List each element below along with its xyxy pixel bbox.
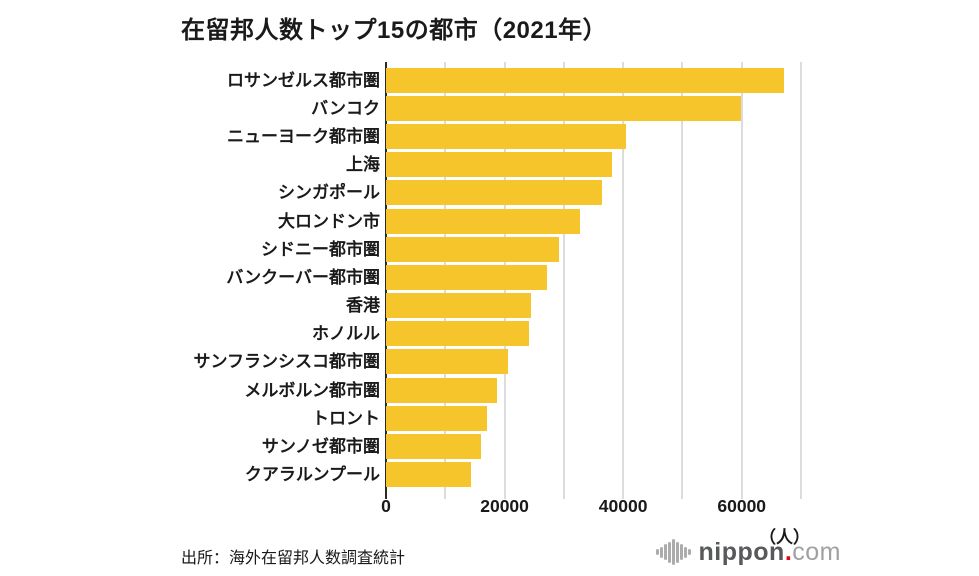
x-tick-label: 0 — [381, 496, 391, 516]
category-label: クアラルンプール — [244, 465, 380, 485]
bar-track — [386, 293, 801, 319]
bar-row: 大ロンドン市 — [0, 207, 801, 235]
bar-track — [386, 349, 801, 375]
category-label: シドニー都市圏 — [261, 239, 380, 259]
bar — [386, 321, 530, 347]
bar-track — [386, 95, 801, 121]
bar-track — [386, 67, 801, 93]
nippon-com-logo: nippon.com — [656, 537, 841, 567]
bar — [386, 377, 498, 403]
category-label: ニューヨーク都市圏 — [227, 126, 380, 146]
gridline — [740, 62, 743, 499]
bar — [386, 405, 488, 431]
bar-row: メルボルン都市圏 — [0, 376, 801, 404]
bar-row: サンノゼ都市圏 — [0, 432, 801, 460]
logo-suffix: com — [792, 537, 841, 566]
bar-track — [386, 180, 801, 206]
bar-row: バンコク — [0, 94, 801, 122]
bar — [386, 293, 531, 319]
bar-row: ニューヨーク都市圏 — [0, 122, 801, 150]
bar — [386, 152, 613, 178]
bar — [386, 67, 785, 93]
bar-rows: ロサンゼルス都市圏バンコクニューヨーク都市圏上海シンガポール 大ロンドン市シドニー… — [0, 66, 801, 489]
gridline — [622, 62, 625, 499]
gridline — [681, 62, 684, 499]
bar-track — [386, 152, 801, 178]
source-note: 出所：海外在留邦人数調査統計 — [181, 550, 406, 567]
bar-row: シドニー都市圏 — [0, 235, 801, 263]
bar-row: ロサンゼルス都市圏 — [0, 66, 801, 94]
bar — [386, 462, 471, 488]
category-label: メルボルン都市圏 — [244, 380, 380, 400]
bar-row: トロント — [0, 404, 801, 432]
bar — [386, 236, 559, 262]
sound-wave-icon — [656, 539, 691, 565]
x-tick-label: 40000 — [598, 496, 648, 516]
bar — [386, 123, 626, 149]
category-label: 香港 — [346, 296, 380, 316]
bar — [386, 208, 580, 234]
logo-dot: . — [784, 537, 793, 566]
bar-track — [386, 208, 801, 234]
category-label: バンクーバー都市圏 — [226, 267, 380, 287]
category-label: サンノゼ都市圏 — [261, 437, 380, 457]
gridline — [562, 62, 565, 499]
bar-row: サンフランシスコ都市圏 — [0, 348, 801, 376]
bar-track — [386, 405, 801, 431]
bar — [386, 349, 508, 375]
category-label: ロサンゼルス都市圏 — [227, 70, 380, 90]
bar — [386, 434, 481, 460]
category-label: トロント — [312, 408, 380, 428]
category-label: シンガポール — [278, 183, 380, 203]
logo-text: nippon.com — [699, 538, 842, 567]
bar-track — [386, 434, 801, 460]
bar-row: シンガポール — [0, 179, 801, 207]
bar-track — [386, 462, 801, 488]
bar-row: ホノルル — [0, 320, 801, 348]
category-label: ホノルル — [312, 324, 380, 344]
bar — [386, 95, 741, 121]
bar-row: 上海 — [0, 151, 801, 179]
x-axis-unit-label: （人） — [759, 528, 810, 547]
bar — [386, 180, 603, 206]
x-tick-label: 60000 — [717, 496, 767, 516]
category-label: バンコク — [311, 98, 380, 118]
bar-row: クアラルンプール — [0, 461, 801, 489]
logo-brand: nippon — [698, 537, 785, 566]
category-label: 大ロンドン市 — [278, 211, 380, 231]
bar — [386, 264, 548, 290]
bar-track — [386, 236, 801, 262]
x-tick-label: 20000 — [480, 496, 529, 516]
category-label: サンフランシスコ都市圏 — [193, 352, 381, 372]
chart-title: 在留邦人数トップ15の都市（2021年） — [181, 17, 608, 44]
category-label: 上海 — [346, 155, 380, 175]
gridline — [800, 62, 802, 499]
bar-track — [386, 264, 801, 290]
bar-row: 香港 — [0, 292, 801, 320]
bar-track — [386, 123, 801, 149]
bar-row: バンクーバー都市圏 — [0, 263, 801, 291]
bar-track — [386, 321, 801, 347]
x-axis-ticks: 0 20000 40000 60000 — [381, 496, 801, 518]
bar-track — [386, 377, 801, 403]
